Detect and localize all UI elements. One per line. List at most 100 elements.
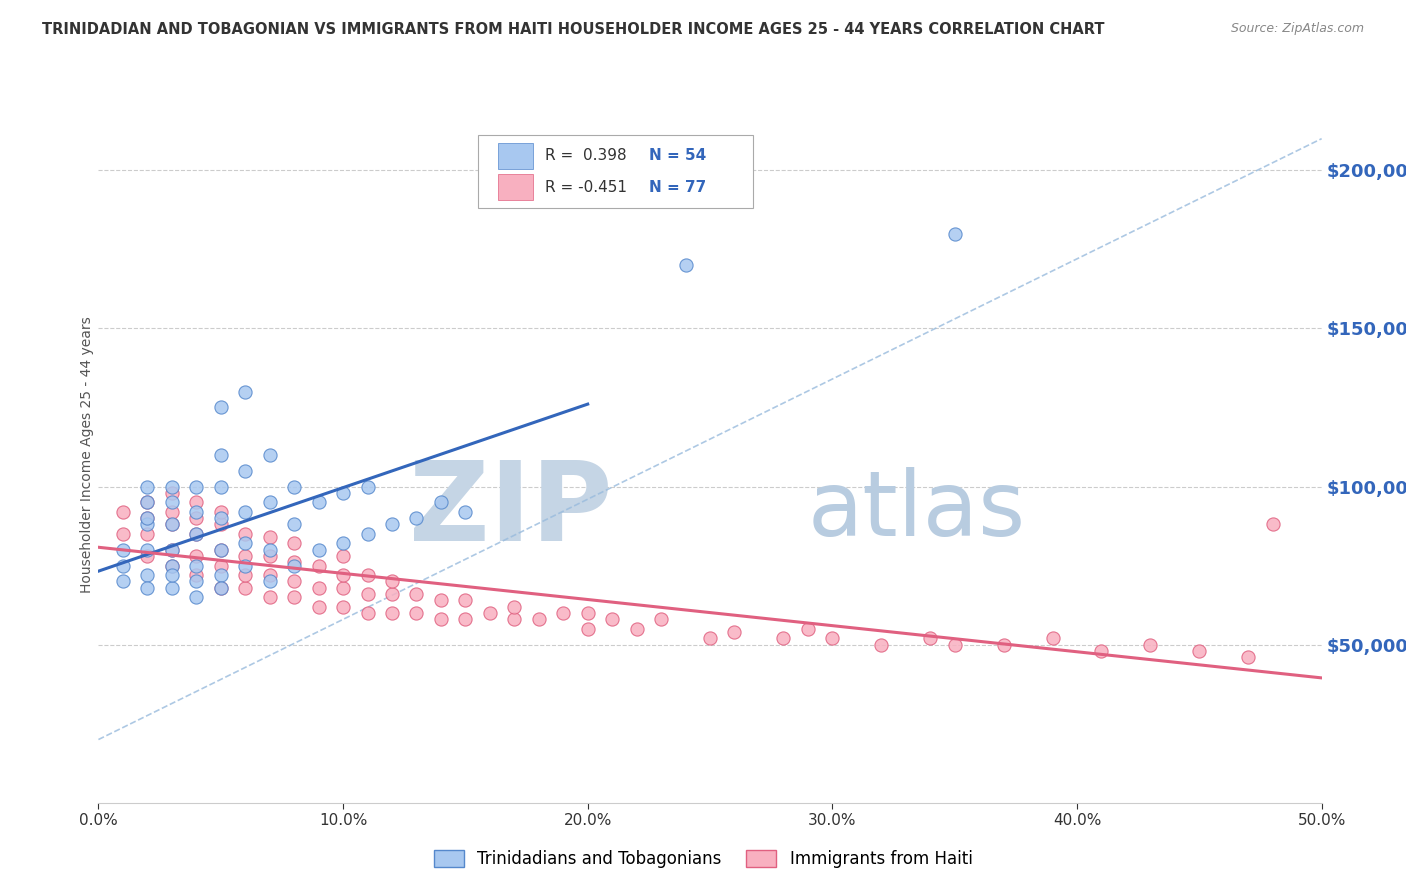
Point: [136, 568, 159, 582]
Point: [381, 517, 404, 532]
Point: [160, 558, 183, 573]
Point: [308, 542, 330, 557]
Point: [332, 536, 354, 550]
Point: [308, 581, 330, 595]
Point: [259, 549, 281, 563]
Point: [308, 495, 330, 509]
Point: [430, 495, 453, 509]
Point: [209, 581, 232, 595]
Point: [233, 549, 256, 563]
Point: [332, 549, 354, 563]
Point: [160, 542, 183, 557]
Point: [186, 511, 208, 525]
Point: [160, 495, 183, 509]
Point: [283, 517, 305, 532]
FancyBboxPatch shape: [498, 174, 533, 201]
Point: [356, 568, 378, 582]
Point: [381, 574, 404, 589]
Text: ZIP: ZIP: [409, 457, 612, 564]
Point: [160, 505, 183, 519]
Point: [381, 587, 404, 601]
Point: [136, 581, 159, 595]
Point: [186, 558, 208, 573]
Point: [136, 511, 159, 525]
Point: [430, 612, 453, 626]
Point: [136, 527, 159, 541]
Point: [430, 593, 453, 607]
Point: [1237, 650, 1260, 665]
Point: [553, 606, 575, 620]
Point: [259, 574, 281, 589]
Point: [136, 495, 159, 509]
Point: [454, 505, 477, 519]
Point: [259, 530, 281, 544]
Point: [136, 511, 159, 525]
Point: [283, 479, 305, 493]
Point: [209, 479, 232, 493]
Point: [405, 511, 427, 525]
Point: [308, 558, 330, 573]
Point: [259, 568, 281, 582]
Point: [259, 542, 281, 557]
Point: [503, 612, 526, 626]
Point: [209, 505, 232, 519]
Point: [160, 542, 183, 557]
Point: [699, 632, 721, 646]
Point: [233, 581, 256, 595]
Point: [259, 591, 281, 605]
Point: [943, 227, 966, 241]
Point: [332, 581, 354, 595]
Text: N = 77: N = 77: [648, 179, 706, 194]
Point: [209, 542, 232, 557]
Point: [576, 622, 599, 636]
Point: [308, 599, 330, 614]
Point: [160, 517, 183, 532]
Point: [454, 593, 477, 607]
Point: [111, 527, 134, 541]
Point: [233, 558, 256, 573]
Point: [160, 581, 183, 595]
Point: [136, 517, 159, 532]
Point: [136, 479, 159, 493]
Point: [209, 568, 232, 582]
Point: [332, 486, 354, 500]
Point: [111, 574, 134, 589]
Point: [209, 401, 232, 415]
Text: R =  0.398: R = 0.398: [546, 148, 627, 163]
Point: [259, 448, 281, 462]
Text: atlas: atlas: [808, 467, 1026, 555]
Point: [233, 384, 256, 399]
Point: [186, 549, 208, 563]
Point: [160, 517, 183, 532]
Point: [136, 495, 159, 509]
Point: [233, 527, 256, 541]
Point: [332, 599, 354, 614]
Point: [356, 606, 378, 620]
Point: [405, 587, 427, 601]
FancyBboxPatch shape: [498, 143, 533, 169]
Point: [186, 574, 208, 589]
Legend: Trinidadians and Tobagonians, Immigrants from Haiti: Trinidadians and Tobagonians, Immigrants…: [427, 843, 979, 875]
Point: [1139, 638, 1161, 652]
Point: [209, 542, 232, 557]
Point: [186, 495, 208, 509]
Point: [259, 495, 281, 509]
Point: [111, 505, 134, 519]
Point: [209, 558, 232, 573]
Point: [1090, 644, 1112, 658]
Point: [160, 558, 183, 573]
Point: [356, 527, 378, 541]
Text: TRINIDADIAN AND TOBAGONIAN VS IMMIGRANTS FROM HAITI HOUSEHOLDER INCOME AGES 25 -: TRINIDADIAN AND TOBAGONIAN VS IMMIGRANTS…: [42, 22, 1105, 37]
Point: [870, 638, 893, 652]
Point: [675, 258, 697, 272]
Point: [454, 612, 477, 626]
Point: [1188, 644, 1211, 658]
Point: [136, 542, 159, 557]
Point: [209, 448, 232, 462]
FancyBboxPatch shape: [478, 135, 752, 208]
Point: [283, 558, 305, 573]
Point: [160, 486, 183, 500]
Text: Source: ZipAtlas.com: Source: ZipAtlas.com: [1230, 22, 1364, 36]
Point: [993, 638, 1015, 652]
Point: [920, 632, 942, 646]
